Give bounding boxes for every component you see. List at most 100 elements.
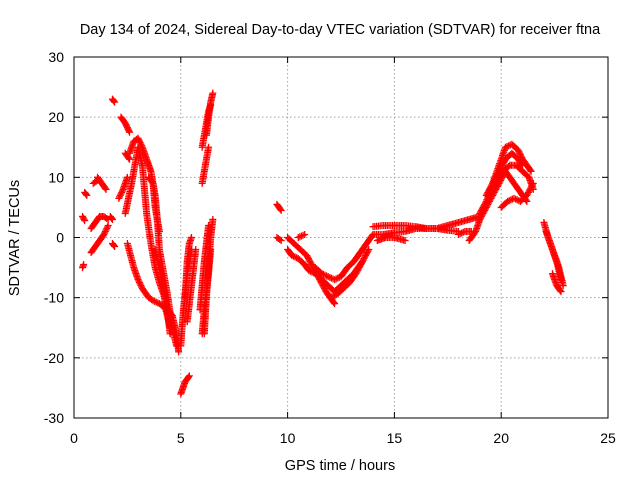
data-point <box>315 274 323 282</box>
data-point <box>110 242 118 250</box>
data-point <box>527 167 535 175</box>
data-point <box>318 270 326 278</box>
data-point <box>103 224 111 232</box>
data-point <box>304 253 312 261</box>
data-point <box>122 121 130 129</box>
data-point <box>334 274 342 282</box>
data-point <box>296 233 304 241</box>
data-point <box>209 215 217 223</box>
data-point <box>305 256 313 264</box>
data-point <box>320 285 328 293</box>
data-point <box>303 252 311 260</box>
data-point <box>123 173 131 181</box>
data-point <box>155 227 163 235</box>
data-point <box>320 283 328 291</box>
data-point <box>479 203 487 211</box>
data-point <box>321 271 329 279</box>
data-point <box>363 249 371 257</box>
data-point <box>497 163 505 171</box>
data-point <box>101 227 109 235</box>
data-point <box>125 154 133 162</box>
data-point <box>458 229 466 237</box>
data-point <box>528 181 536 189</box>
data-point <box>187 234 195 241</box>
data-point <box>481 199 489 207</box>
data-point <box>149 297 157 305</box>
data-point <box>501 143 509 151</box>
data-point <box>477 212 485 220</box>
axis-ticks <box>73 56 609 419</box>
data-point <box>361 253 369 261</box>
data-point <box>124 125 132 133</box>
data-point <box>305 267 313 275</box>
data-point <box>103 223 111 231</box>
data-point <box>136 280 144 288</box>
data-point <box>289 252 297 260</box>
data-point <box>277 206 285 214</box>
x-tick-label: 25 <box>600 430 616 446</box>
data-point <box>526 185 534 193</box>
data-point <box>490 188 498 196</box>
data-point <box>524 188 532 196</box>
data-point <box>498 161 506 169</box>
data-point <box>515 148 523 156</box>
data-point <box>510 194 518 202</box>
data-point <box>316 276 324 284</box>
x-tick-label: 15 <box>387 430 403 446</box>
data-point <box>523 191 531 199</box>
data-point <box>134 134 142 142</box>
data-point <box>326 273 334 281</box>
data-point <box>524 190 532 198</box>
data-point <box>523 197 531 205</box>
data-point <box>483 190 491 198</box>
data-point <box>136 279 144 287</box>
x-tick-label: 5 <box>177 430 185 446</box>
data-point <box>556 286 564 294</box>
data-point <box>108 215 116 223</box>
y-tick-label: 20 <box>48 109 64 125</box>
data-point <box>184 373 192 381</box>
data-point <box>115 194 123 202</box>
data-points <box>79 89 567 398</box>
data-point <box>507 196 515 204</box>
y-tick-label: 10 <box>48 169 64 185</box>
data-point <box>135 277 143 285</box>
data-point <box>401 237 409 245</box>
data-point <box>288 252 296 260</box>
data-point <box>123 122 131 130</box>
data-point <box>500 158 508 166</box>
data-point <box>291 253 299 261</box>
data-point <box>557 288 565 296</box>
data-point <box>518 160 526 168</box>
data-point <box>301 230 309 238</box>
y-tick-labels: -30 -20 -10 0 10 20 30 <box>44 49 64 426</box>
data-point <box>454 230 462 238</box>
data-point <box>135 136 143 144</box>
data-point <box>116 193 124 201</box>
data-point <box>136 137 144 145</box>
data-point <box>126 128 134 136</box>
y-tick-label: -10 <box>44 290 64 306</box>
data-point <box>359 256 367 264</box>
data-point <box>102 185 110 193</box>
data-point <box>102 226 110 234</box>
data-point <box>205 143 213 151</box>
data-point <box>152 298 160 306</box>
data-point <box>276 236 284 244</box>
data-point <box>480 202 488 210</box>
data-point <box>527 184 535 192</box>
data-point <box>559 282 567 290</box>
data-point <box>137 140 145 148</box>
y-tick-label: -20 <box>44 350 64 366</box>
data-point <box>330 292 338 300</box>
data-point <box>357 261 365 269</box>
data-point <box>111 98 119 106</box>
data-point <box>317 279 325 287</box>
data-point <box>362 252 370 260</box>
data-point <box>358 258 366 266</box>
data-point <box>324 273 332 281</box>
data-point <box>476 215 484 223</box>
data-point <box>362 250 370 258</box>
data-point <box>505 197 513 205</box>
